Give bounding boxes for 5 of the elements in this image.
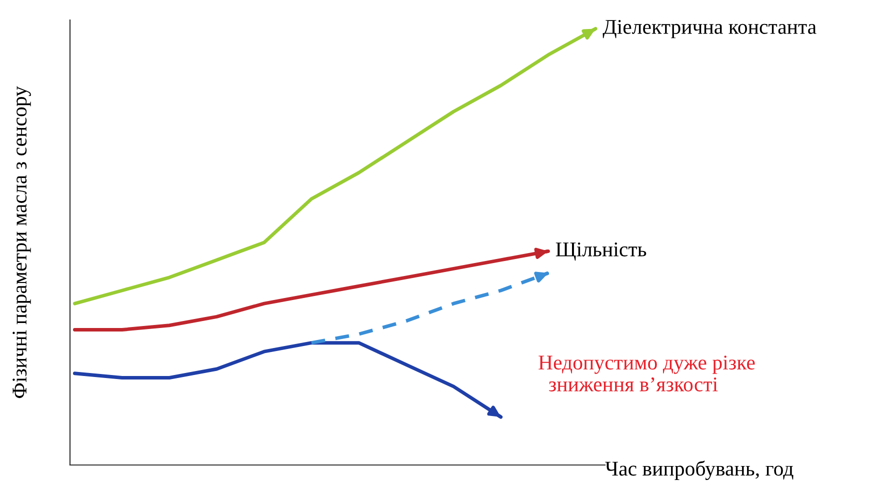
legend-label: Діелектрична константа xyxy=(602,20,816,38)
legend-label: Щільність xyxy=(556,242,646,261)
y-axis-title: Фізичні параметри масла з сенсору xyxy=(12,86,31,398)
x-axis-title: Час випробувань, год xyxy=(605,460,794,480)
annotation: Недопустимо дуже різке зниження в’язкості xyxy=(538,356,755,392)
